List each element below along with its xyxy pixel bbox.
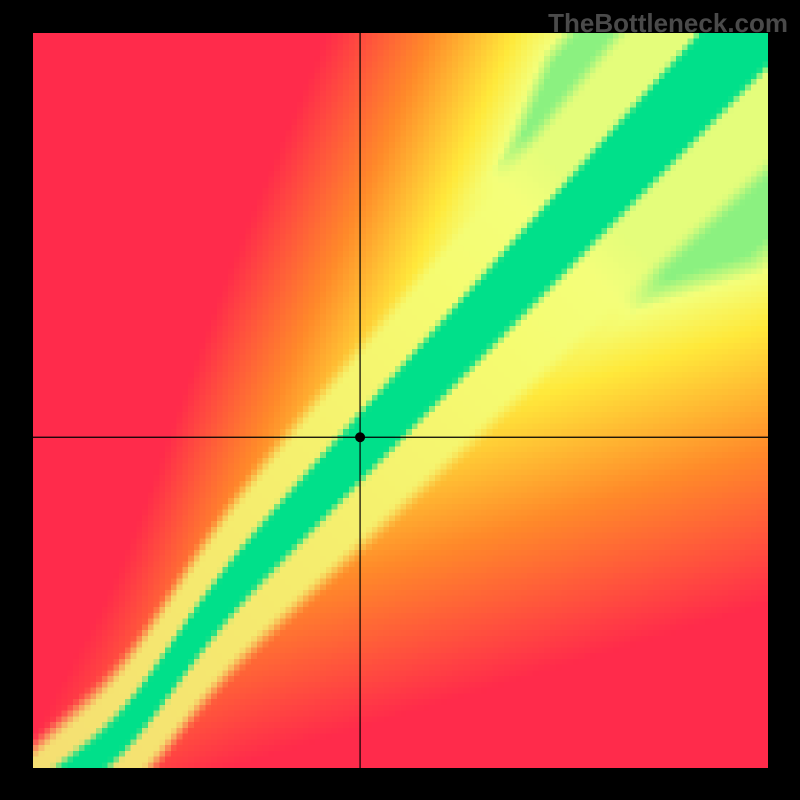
heatmap-canvas xyxy=(33,33,768,768)
plot-area xyxy=(33,33,768,768)
chart-container: TheBottleneck.com xyxy=(0,0,800,800)
watermark-text: TheBottleneck.com xyxy=(548,8,788,39)
